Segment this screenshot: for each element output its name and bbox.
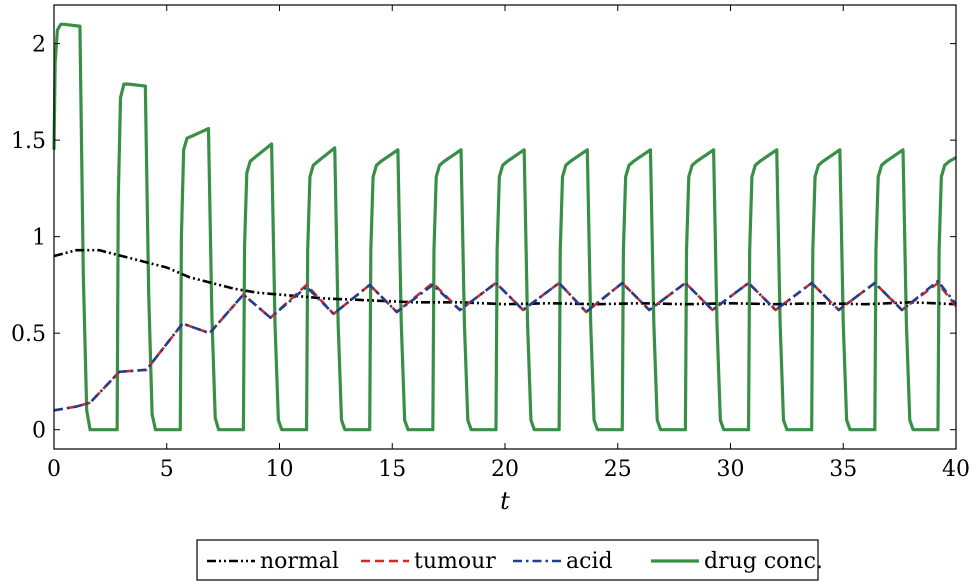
x-tick-label: 15 bbox=[378, 457, 406, 482]
legend: normal tumour acid drug conc. bbox=[196, 539, 823, 581]
x-tick-label: 0 bbox=[47, 457, 61, 482]
legend-label: acid bbox=[566, 549, 613, 574]
x-tick-label: 25 bbox=[604, 457, 632, 482]
y-tick-label: 0 bbox=[32, 419, 46, 444]
x-tick-label: 30 bbox=[717, 457, 745, 482]
x-tick-label: 10 bbox=[266, 457, 294, 482]
y-tick-label: 0.5 bbox=[11, 322, 46, 347]
series-line-normal bbox=[53, 248, 957, 306]
x-tick-label: 20 bbox=[491, 457, 519, 482]
x-axis-label: t bbox=[500, 487, 510, 515]
ticks-layer: 0 5 10 15 20 25 30 35 40 0 0.5 1 1.5 2 bbox=[11, 5, 970, 482]
series-line-drug-conc bbox=[52, 22, 957, 432]
series-line-acid bbox=[53, 279, 958, 412]
y-tick-label: 1 bbox=[32, 226, 46, 251]
x-tick-label: 40 bbox=[942, 457, 970, 482]
plot-frame bbox=[53, 4, 957, 450]
legend-label: normal bbox=[260, 549, 339, 574]
legend-label: tumour bbox=[414, 549, 496, 574]
y-tick-label: 1.5 bbox=[11, 129, 46, 154]
legend-box bbox=[196, 539, 819, 581]
x-tick-label: 35 bbox=[829, 457, 857, 482]
y-tick-label: 2 bbox=[32, 33, 46, 58]
x-tick-label: 5 bbox=[160, 457, 174, 482]
series-layer bbox=[52, 22, 958, 432]
legend-label: drug conc. bbox=[704, 549, 823, 574]
